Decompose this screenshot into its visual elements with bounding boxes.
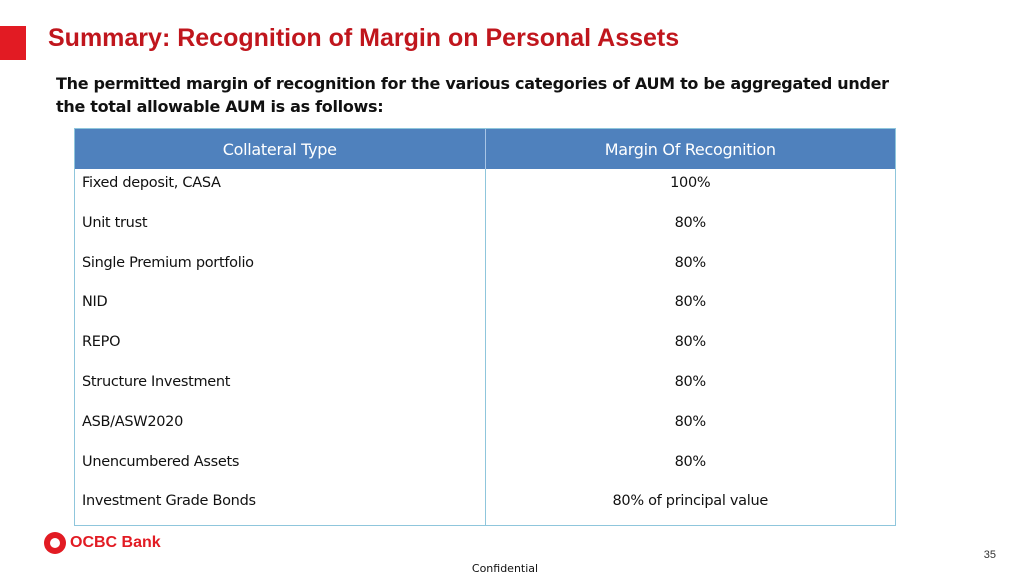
collateral-type-cell: Unencumbered Assets xyxy=(82,453,240,470)
ocbc-logo-icon xyxy=(44,532,66,554)
header-margin-of-recognition: Margin Of Recognition xyxy=(484,129,896,169)
ocbc-logo: OCBC Bank xyxy=(44,532,161,554)
collateral-type-cell: REPO xyxy=(82,334,121,351)
collateral-type-cell: Fixed deposit, CASA xyxy=(82,175,221,191)
collateral-type-cell: ASB/ASW2020 xyxy=(82,413,184,430)
slide-title: Summary: Recognition of Margin on Person… xyxy=(48,24,680,52)
margin-cell: 80% of principal value xyxy=(612,493,769,510)
collateral-type-cell: Investment Grade Bonds xyxy=(82,493,256,510)
table-header: Collateral Type Margin Of Recognition xyxy=(75,129,895,169)
margin-cell: 100% xyxy=(670,175,711,191)
margin-cell: 80% xyxy=(674,453,707,470)
margin-cell: 80% xyxy=(674,214,707,231)
margin-column: 100% 80% 80% 80% 80% 80% 80% 80% 80% of … xyxy=(484,169,896,525)
margin-cell: 80% xyxy=(674,373,707,390)
table-body: Fixed deposit, CASA Unit trust Single Pr… xyxy=(75,169,895,525)
margin-cell: 80% xyxy=(674,413,707,430)
collateral-type-cell: Structure Investment xyxy=(82,373,231,390)
margin-cell: 80% xyxy=(674,334,707,351)
collateral-type-column: Fixed deposit, CASA Unit trust Single Pr… xyxy=(75,169,485,525)
page-number: 35 xyxy=(983,549,996,561)
ocbc-logo-text: OCBC Bank xyxy=(70,534,161,551)
collateral-type-cell: Single Premium portfolio xyxy=(82,254,254,271)
margin-cell: 80% xyxy=(674,254,707,271)
collateral-type-cell: Unit trust xyxy=(82,214,148,231)
accent-bar xyxy=(0,26,26,60)
confidential-footer: Confidential xyxy=(471,562,539,575)
margin-table: Collateral Type Margin Of Recognition Fi… xyxy=(74,128,896,526)
collateral-type-cell: NID xyxy=(82,294,108,311)
intro-text: The permitted margin of recognition for … xyxy=(56,74,889,116)
header-collateral-type: Collateral Type xyxy=(222,139,337,159)
margin-cell: 80% xyxy=(674,294,707,311)
